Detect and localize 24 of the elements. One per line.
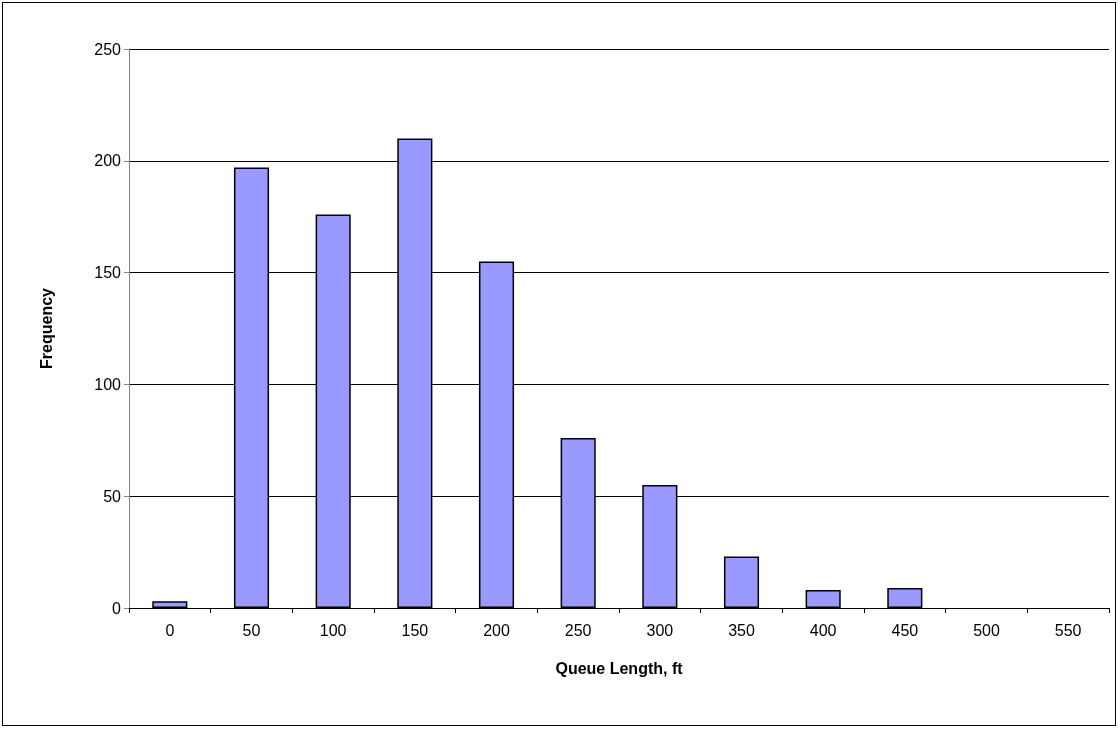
x-tick-label: 400: [809, 621, 837, 639]
y-tick-label: 100: [94, 375, 122, 393]
x-tick-label: 500: [973, 621, 1000, 639]
x-tick-label: 150: [401, 621, 429, 639]
y-tick-label: 50: [103, 487, 122, 505]
y-tick-label: 250: [94, 40, 122, 58]
bar: [152, 601, 188, 608]
x-tick-label: 0: [165, 621, 175, 639]
x-tick-label: 450: [891, 621, 919, 639]
y-axis-title: Frequency: [37, 287, 55, 369]
bar: [805, 590, 841, 608]
y-tick-label: 150: [94, 264, 122, 282]
x-tick-label: 350: [728, 621, 755, 639]
bar: [723, 556, 760, 608]
x-tick-label: 100: [319, 621, 347, 639]
bar: [887, 587, 923, 608]
x-tick-label: 250: [564, 621, 592, 639]
x-tick-label: 550: [1054, 621, 1082, 639]
y-tick-label: 0: [112, 599, 122, 617]
x-axis-title: Queue Length, ft: [555, 659, 684, 677]
x-tick-label: 300: [646, 621, 674, 639]
x-tick-label: 50: [242, 621, 261, 639]
x-tick-label: 200: [483, 621, 510, 639]
y-tick-label: 200: [94, 152, 122, 170]
